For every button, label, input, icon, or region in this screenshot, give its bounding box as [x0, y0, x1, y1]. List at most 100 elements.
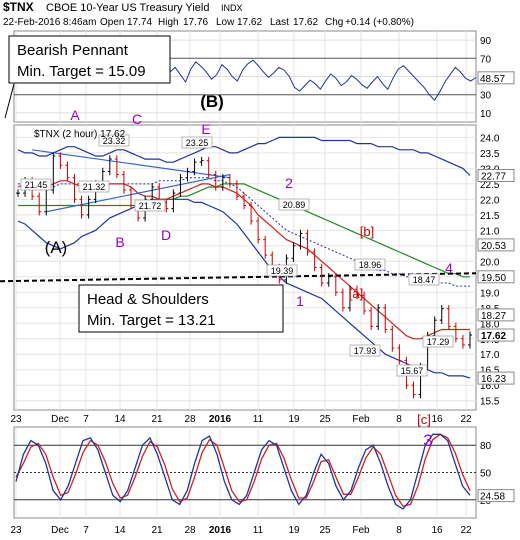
price-y-tick-label: 15.5	[480, 397, 500, 408]
pennant-callout-pointer	[4, 83, 15, 119]
wave-label: E	[201, 121, 210, 137]
x-tick-label-price: 11	[253, 414, 264, 425]
wave-label: B	[115, 234, 124, 250]
rsi-y-tick-label: 70	[480, 54, 492, 65]
ma-green-line	[18, 183, 470, 278]
price-y-tick-label: 18.0	[480, 319, 500, 330]
x-tick-label-price: 21	[151, 414, 163, 425]
lower-band-line	[17, 198, 471, 379]
header-last-label: Last	[270, 17, 289, 28]
pivot-value-label: 23.25	[186, 138, 209, 148]
price-legend: $TNX (2 hour) 17.62	[34, 129, 126, 140]
hs-callout-box	[78, 284, 284, 333]
x-tick-label-stoch: 25	[319, 525, 331, 536]
neckline	[0, 272, 477, 283]
x-tick-label-price: 14	[114, 414, 126, 425]
pivot-value-label: 17.93	[354, 346, 377, 356]
rsi-last-value-box	[477, 71, 515, 85]
x-tick-label-stoch: 7	[83, 525, 89, 536]
x-tick-label-price: 23	[10, 414, 22, 425]
x-tick-label-price: 25	[319, 414, 331, 425]
x-tick-label-price: 28	[184, 414, 196, 425]
pivot-label-box	[134, 199, 166, 212]
price-y-tick-label: 17.0	[480, 350, 500, 361]
pennant-callout-target: Min. Target = 15.09	[17, 63, 146, 80]
header-high-label: High	[158, 17, 179, 28]
pivot-value-label: 18.47	[413, 275, 436, 285]
price-right-label-box	[477, 371, 515, 385]
pivot-value-label: 15.67	[401, 366, 424, 376]
pivot-label-box	[408, 273, 440, 286]
x-tick-label-stoch: 11	[253, 525, 264, 536]
x-tick-label-price: 8	[396, 414, 402, 425]
pivot-value-label: 21.72	[139, 201, 162, 211]
rsi-line	[169, 59, 477, 102]
stoch-y-tick-label: 50	[480, 469, 492, 480]
x-tick-label-price: 22	[460, 414, 472, 425]
x-tick-label-price: 7	[83, 414, 89, 425]
header-chg-label: Chg	[325, 17, 343, 28]
pivot-label-box	[20, 178, 52, 191]
pivot-label-box	[78, 180, 110, 193]
wave-label: 2	[285, 175, 293, 191]
wave-label: C	[132, 111, 142, 127]
x-tick-label-stoch: 22	[460, 525, 472, 536]
wave-label: 4	[445, 260, 453, 276]
pivot-label-box	[181, 136, 213, 149]
price-y-tick-label: 24.0	[480, 133, 500, 144]
header-chg-value: +0.14 (+0.80%)	[345, 17, 414, 28]
header-exchange: INDX	[221, 3, 243, 13]
x-tick-label-stoch: 14	[114, 525, 126, 536]
pivot-label-box	[278, 198, 310, 211]
pivot-label-box	[354, 258, 386, 271]
wave-label: (B)	[200, 92, 224, 111]
price-y-tick-label: 20.0	[480, 257, 500, 268]
header-low-value: 17.62	[237, 17, 262, 28]
stoch-last-value: 24.58	[480, 492, 505, 503]
x-tick-label-price: Feb	[352, 414, 370, 425]
header-high-value: 17.76	[183, 17, 208, 28]
x-tick-label-stoch: Feb	[352, 525, 370, 536]
wave-label: [a]	[349, 286, 363, 301]
pivot-label-box	[266, 264, 298, 277]
hs-callout-title: Head & Shoulders	[87, 291, 209, 308]
x-tick-label-stoch: Dec	[51, 525, 69, 536]
pivot-value-label: 18.96	[359, 260, 382, 270]
header-low-label: Low	[216, 17, 235, 28]
price-y-tick-label: 19.0	[480, 288, 500, 299]
hs-callout-target: Min. Target = 13.21	[87, 312, 216, 329]
wave-label: [b]	[360, 224, 374, 239]
pivot-value-label: 21.32	[83, 182, 106, 192]
rsi-y-tick-label: 30	[480, 91, 492, 102]
header-date: 22-Feb-2016 8:46am	[3, 17, 96, 28]
header-last-value: 17.62	[293, 17, 318, 28]
price-y-tick-label: 22.5	[480, 180, 500, 191]
price-y-tick-label: 16.0	[480, 381, 500, 392]
x-tick-label-price: 19	[288, 414, 300, 425]
rsi-y-tick-label: 90	[480, 36, 492, 47]
pivot-value-label: 23.32	[103, 136, 126, 146]
pivot-label-box	[98, 134, 130, 147]
wave-label: D	[161, 227, 171, 243]
rsi-last-value: 48.57	[480, 74, 505, 85]
header-symbol: $TNX	[3, 0, 34, 14]
wave-label: A	[70, 107, 80, 123]
x-tick-label-stoch: 8	[396, 525, 402, 536]
pennant-lower-trendline	[46, 173, 230, 213]
x-tick-label-stoch: 16	[431, 525, 443, 536]
header-name: CBOE 10-Year US Treasury Yield	[46, 2, 209, 14]
price-right-label: 19.50	[481, 273, 506, 284]
pennant-callout-box	[8, 35, 171, 84]
wave-label: [c]	[417, 412, 431, 427]
price-right-label: 18.27	[481, 311, 506, 322]
pivot-value-label: 21.45	[25, 180, 48, 190]
price-right-label-box	[477, 238, 515, 252]
upper-band-line	[17, 136, 471, 176]
price-right-label: 22.77	[481, 171, 506, 182]
wave-label: (A)	[45, 238, 68, 257]
rsi-y-tick-label: 10	[480, 109, 492, 120]
header-open-label: Open	[100, 17, 124, 28]
x-tick-label-stoch: 23	[10, 525, 22, 536]
x-tick-label-stoch: 19	[288, 525, 300, 536]
